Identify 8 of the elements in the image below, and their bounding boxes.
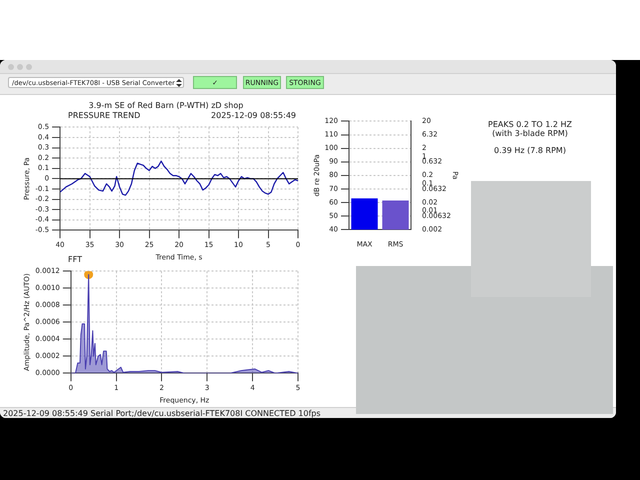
chart-title: FFT xyxy=(68,255,82,264)
text: (with 3-blade RPM) xyxy=(491,129,569,138)
text: 0.39 Hz (7.8 RPM) xyxy=(493,146,567,155)
text: 2025-12-09 08:55:49 Serial Port;/dev/cu.usbserial-FTEK708I CONNECTED 10fps xyxy=(3,409,321,419)
text: 2025-12-09 08:55:49 xyxy=(211,111,296,120)
chart-subtitle: PRESSURE TREND xyxy=(68,111,140,120)
chart-title: 3.9-m SE of Red Barn (P-WTH) zD shop xyxy=(88,101,244,110)
text: PEAKS 0.2 TO 1.2 HZ xyxy=(487,120,573,129)
